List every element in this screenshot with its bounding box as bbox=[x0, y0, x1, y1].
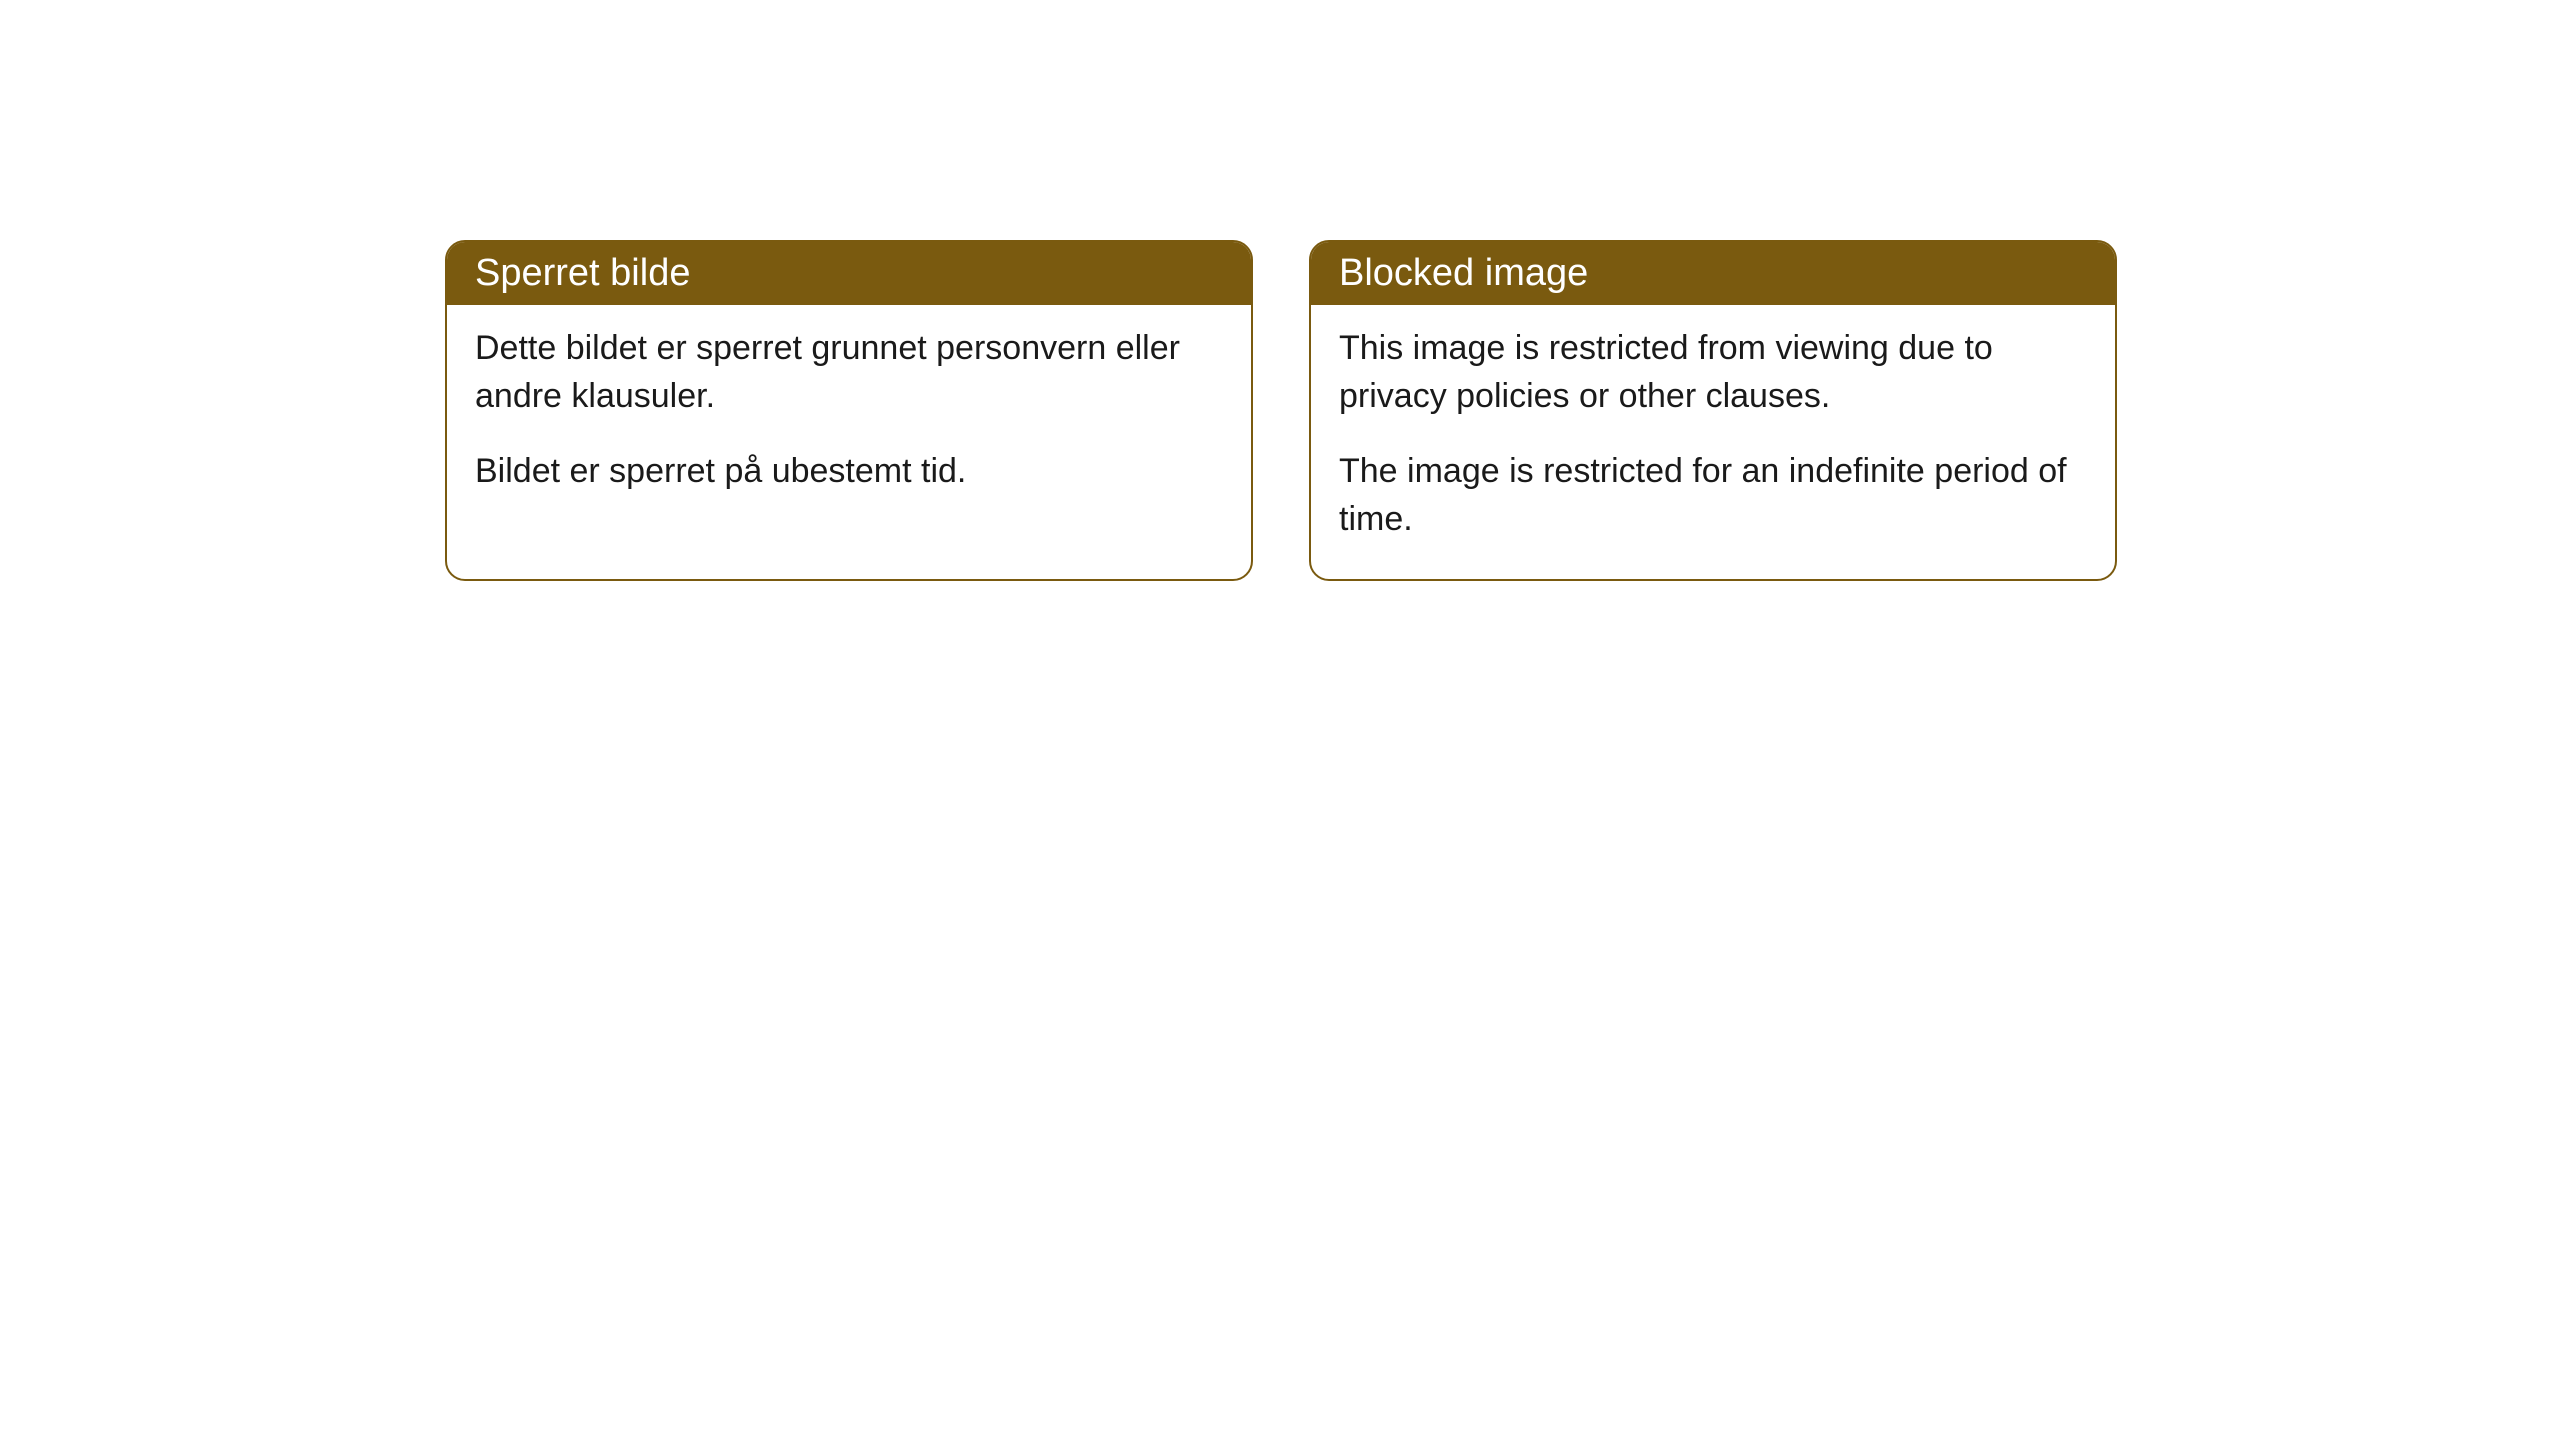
notice-cards-container: Sperret bilde Dette bildet er sperret gr… bbox=[445, 240, 2117, 581]
blocked-image-card-english: Blocked image This image is restricted f… bbox=[1309, 240, 2117, 581]
card-header-english: Blocked image bbox=[1311, 242, 2115, 305]
card-body-norwegian: Dette bildet er sperret grunnet personve… bbox=[447, 305, 1251, 532]
card-header-norwegian: Sperret bilde bbox=[447, 242, 1251, 305]
notice-text-2-english: The image is restricted for an indefinit… bbox=[1339, 448, 2087, 543]
notice-text-2-norwegian: Bildet er sperret på ubestemt tid. bbox=[475, 448, 1223, 496]
blocked-image-card-norwegian: Sperret bilde Dette bildet er sperret gr… bbox=[445, 240, 1253, 581]
notice-text-1-english: This image is restricted from viewing du… bbox=[1339, 325, 2087, 420]
card-body-english: This image is restricted from viewing du… bbox=[1311, 305, 2115, 579]
notice-text-1-norwegian: Dette bildet er sperret grunnet personve… bbox=[475, 325, 1223, 420]
